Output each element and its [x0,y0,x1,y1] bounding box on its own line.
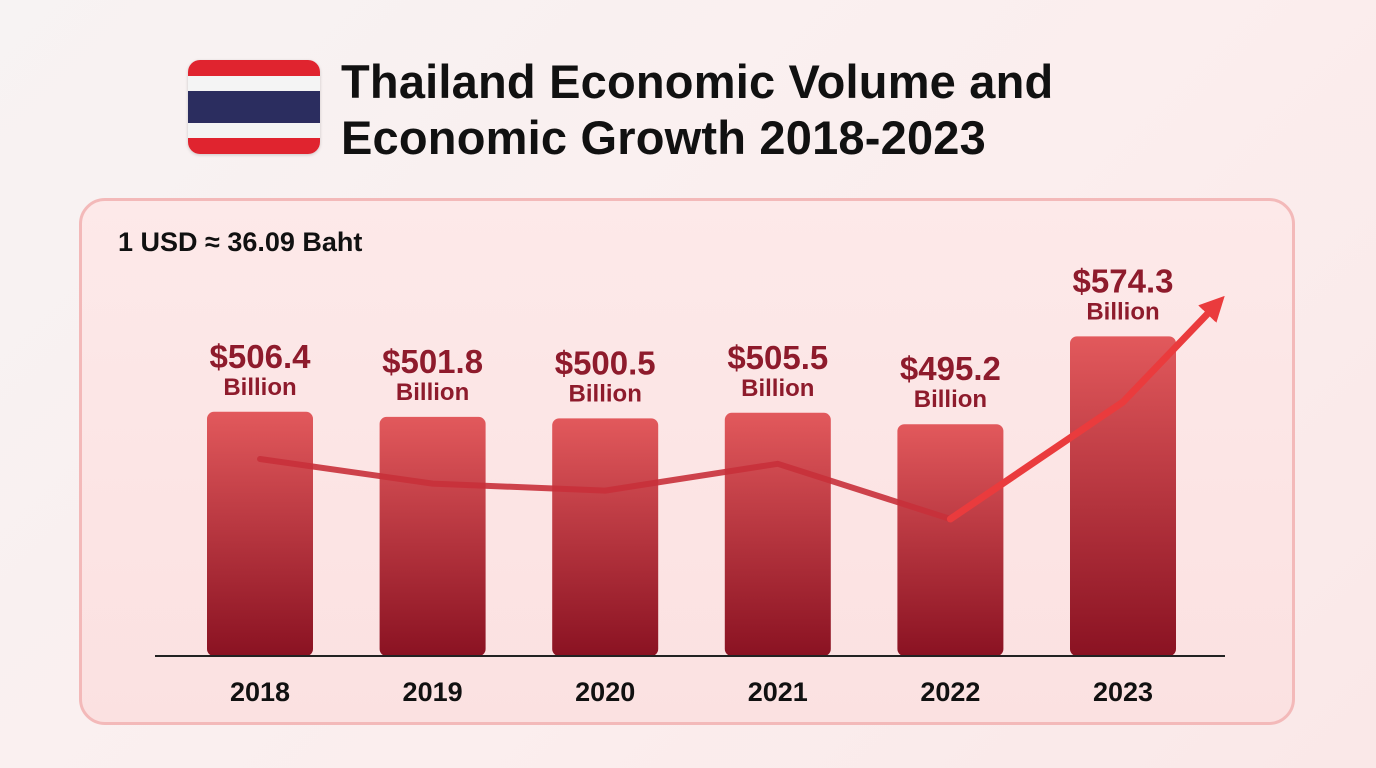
x-tick-2020: 2020 [575,677,635,707]
x-tick-2019: 2019 [403,677,463,707]
chart-panel: 1 USD ≈ 36.09 Baht $506.4 Billion 2018 $501… [79,198,1295,725]
value-label-2019: $501.8 [382,343,483,380]
x-tick-2022: 2022 [920,677,980,707]
bar-2022 [897,424,1004,656]
bar-2023 [1070,336,1176,656]
x-tick-2018: 2018 [230,677,290,707]
value-label-2023: $574.3 [1073,262,1174,299]
trend-line [257,456,954,522]
x-tick-2023: 2023 [1093,677,1153,707]
bar-2019 [379,416,486,656]
exchange-rate-note: 1 USD ≈ 36.09 Baht [118,227,363,257]
value-label-2020: $500.5 [555,344,656,381]
unit-label-2023: Billion [1086,298,1159,325]
bar-2021 [724,412,831,656]
value-label-2021: $505.5 [727,339,828,376]
header: Thailand Economic Volume and Economic Gr… [188,50,1288,170]
bar-2018 [207,411,313,656]
value-label-2022: $495.2 [900,350,1001,387]
value-label-2018: $506.4 [210,338,312,375]
unit-label-2018: Billion [223,374,296,401]
thailand-flag-icon [188,60,320,154]
page-title: Thailand Economic Volume and Economic Gr… [341,54,1053,166]
unit-label-2020: Billion [569,380,642,407]
x-tick-2021: 2021 [748,677,808,707]
unit-label-2021: Billion [741,375,814,402]
unit-label-2019: Billion [396,379,469,406]
title-line-2: Economic Growth 2018-2023 [341,111,986,164]
unit-label-2022: Billion [914,386,987,413]
bar-2020 [552,418,659,656]
trend-arrow [946,295,1225,523]
title-line-1: Thailand Economic Volume and [341,55,1054,108]
bar-chart: $506.4Billion2018$501.8Billion2019$500.5… [155,262,1225,707]
